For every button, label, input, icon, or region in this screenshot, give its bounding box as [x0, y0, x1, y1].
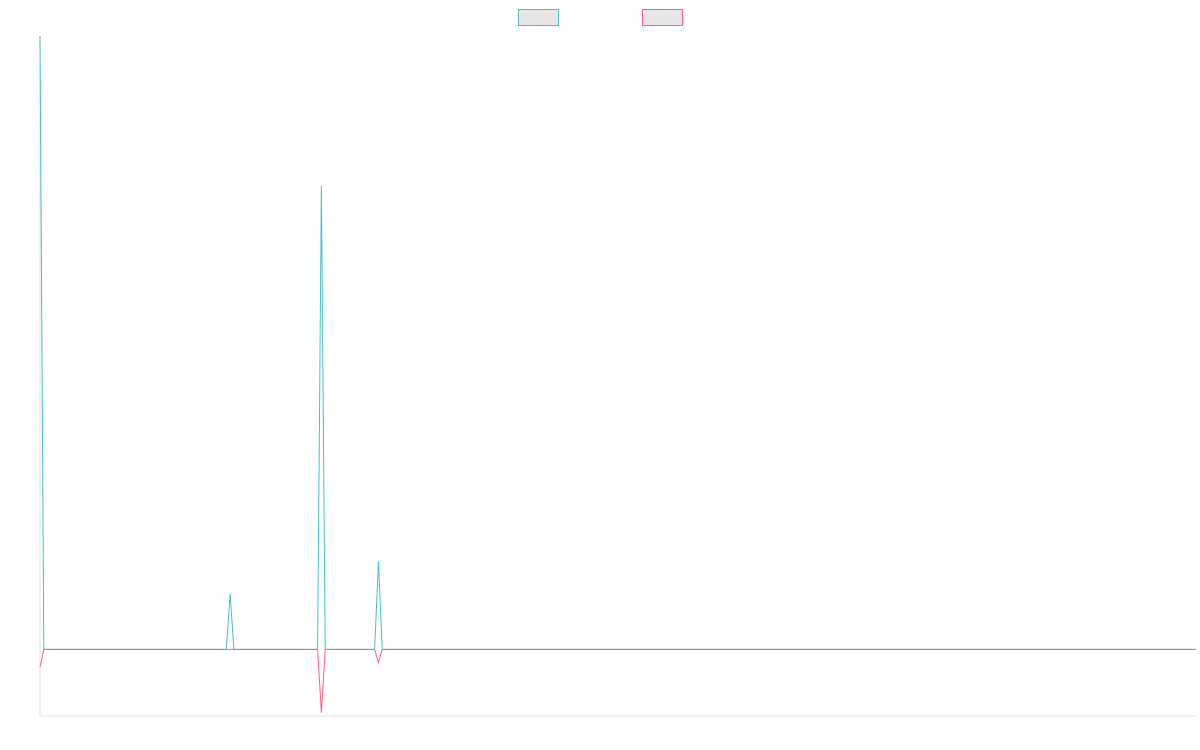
series-line-2 — [39, 648, 1196, 713]
axes — [39, 36, 1196, 717]
legend-swatch-2[interactable] — [642, 9, 683, 26]
series-layer — [39, 35, 1196, 713]
legend[interactable] — [518, 9, 683, 26]
series-line-1 — [39, 35, 1196, 650]
legend-swatch-1[interactable] — [518, 9, 559, 26]
